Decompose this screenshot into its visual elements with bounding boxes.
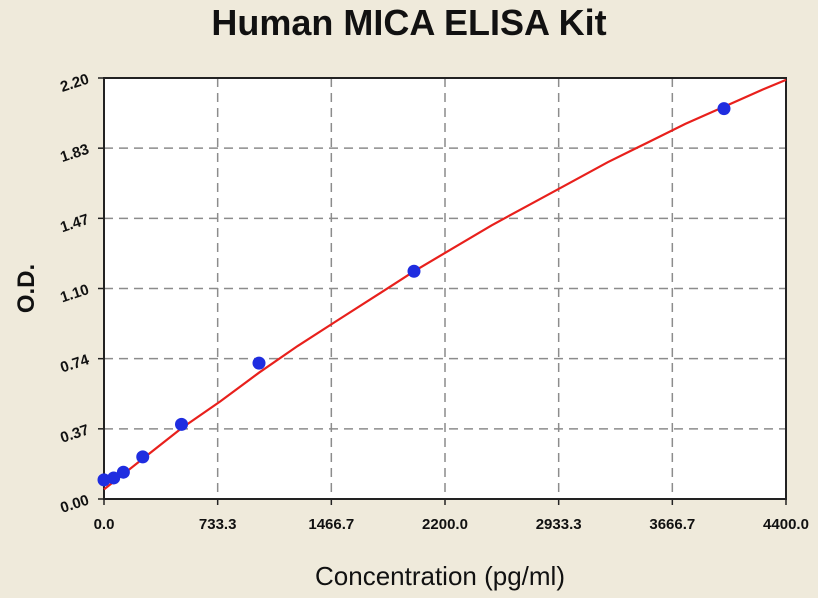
data-point: [107, 471, 121, 485]
x-tick-label: 4400.0: [763, 516, 809, 533]
data-point: [97, 473, 111, 487]
data-point: [407, 264, 421, 278]
data-point: [116, 465, 130, 479]
chart-title: Human MICA ELISA Kit: [211, 2, 607, 43]
y-tick-label: 0.74: [58, 351, 92, 376]
y-axis-title: O.D.: [13, 264, 40, 313]
x-tick-label: 1466.7: [308, 516, 354, 533]
y-tick-label: 2.20: [58, 71, 91, 96]
x-tick-label: 2200.0: [422, 516, 468, 533]
y-tick-label: 0.37: [58, 421, 91, 446]
data-point: [175, 417, 188, 431]
y-tick-label: 1.10: [58, 281, 91, 306]
y-tick-label: 1.83: [58, 141, 91, 166]
data-point: [252, 356, 266, 370]
data-point: [136, 450, 150, 464]
x-axis-title: Concentration (pg/ml): [315, 561, 565, 591]
x-tick-label: 0.0: [94, 516, 115, 533]
y-tick-label: 1.47: [58, 211, 91, 236]
x-tick-label: 2933.3: [536, 516, 582, 533]
x-tick-label: 733.3: [199, 516, 237, 533]
x-tick-label: 3666.7: [649, 516, 695, 533]
data-point: [717, 102, 731, 116]
y-tick-label: 0.00: [58, 492, 91, 517]
